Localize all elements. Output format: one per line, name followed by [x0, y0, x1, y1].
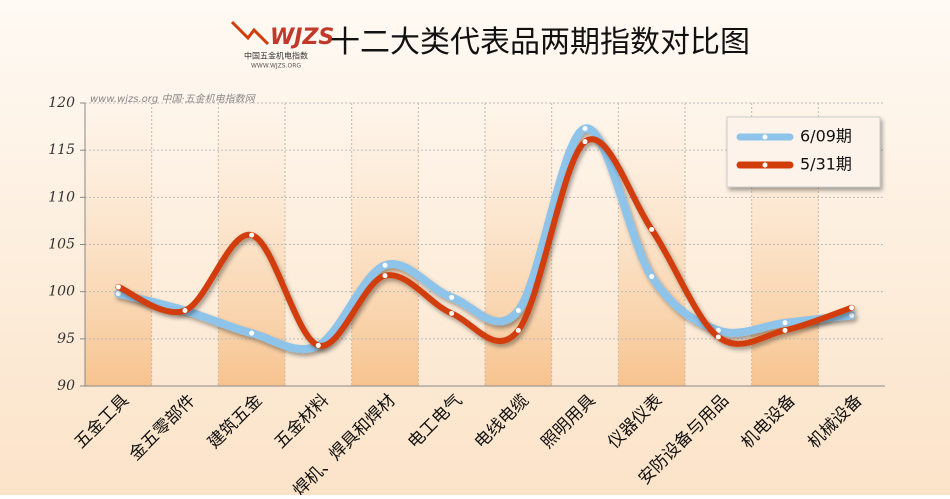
watermark: www.wjzs.org 中国·五金机电指数网 — [90, 93, 257, 105]
logo-arrow — [230, 20, 270, 46]
data-point — [449, 294, 455, 300]
legend-label: 5/31期 — [800, 155, 852, 174]
data-point — [249, 330, 255, 336]
data-point — [649, 226, 655, 232]
data-point — [849, 305, 855, 311]
legend-box — [726, 116, 881, 188]
data-point — [849, 312, 855, 318]
data-point — [715, 327, 721, 333]
chart-title: 十二大类代表品两期指数对比图 — [330, 25, 750, 60]
y-tick-label: 95 — [57, 331, 75, 347]
data-point — [649, 274, 655, 280]
data-point — [115, 291, 121, 297]
logo-url: WWW.WJZS.ORG — [251, 63, 301, 70]
data-point — [782, 327, 788, 333]
logo-name: WJZS — [270, 25, 334, 50]
y-tick-label: 105 — [48, 237, 75, 253]
data-point — [449, 310, 455, 316]
data-point — [715, 334, 721, 340]
y-tick-label: 110 — [48, 189, 75, 205]
y-tick-label: 115 — [48, 142, 75, 158]
data-point — [515, 308, 521, 314]
data-point — [249, 232, 255, 238]
data-point — [182, 308, 188, 314]
data-point — [582, 125, 588, 131]
legend-label: 6/09期 — [800, 127, 852, 146]
data-point — [515, 327, 521, 333]
data-point — [782, 320, 788, 326]
data-point — [382, 262, 388, 268]
legend-dot — [762, 162, 768, 168]
data-point — [315, 342, 321, 348]
data-point — [382, 273, 388, 279]
logo-subtitle: 中国五金机电指数 — [244, 51, 308, 61]
data-point — [115, 284, 121, 290]
y-tick-label: 100 — [48, 284, 75, 300]
y-tick-label: 90 — [57, 378, 75, 394]
data-point — [582, 139, 588, 145]
legend-dot — [762, 134, 768, 140]
y-tick-label: 120 — [48, 95, 75, 111]
